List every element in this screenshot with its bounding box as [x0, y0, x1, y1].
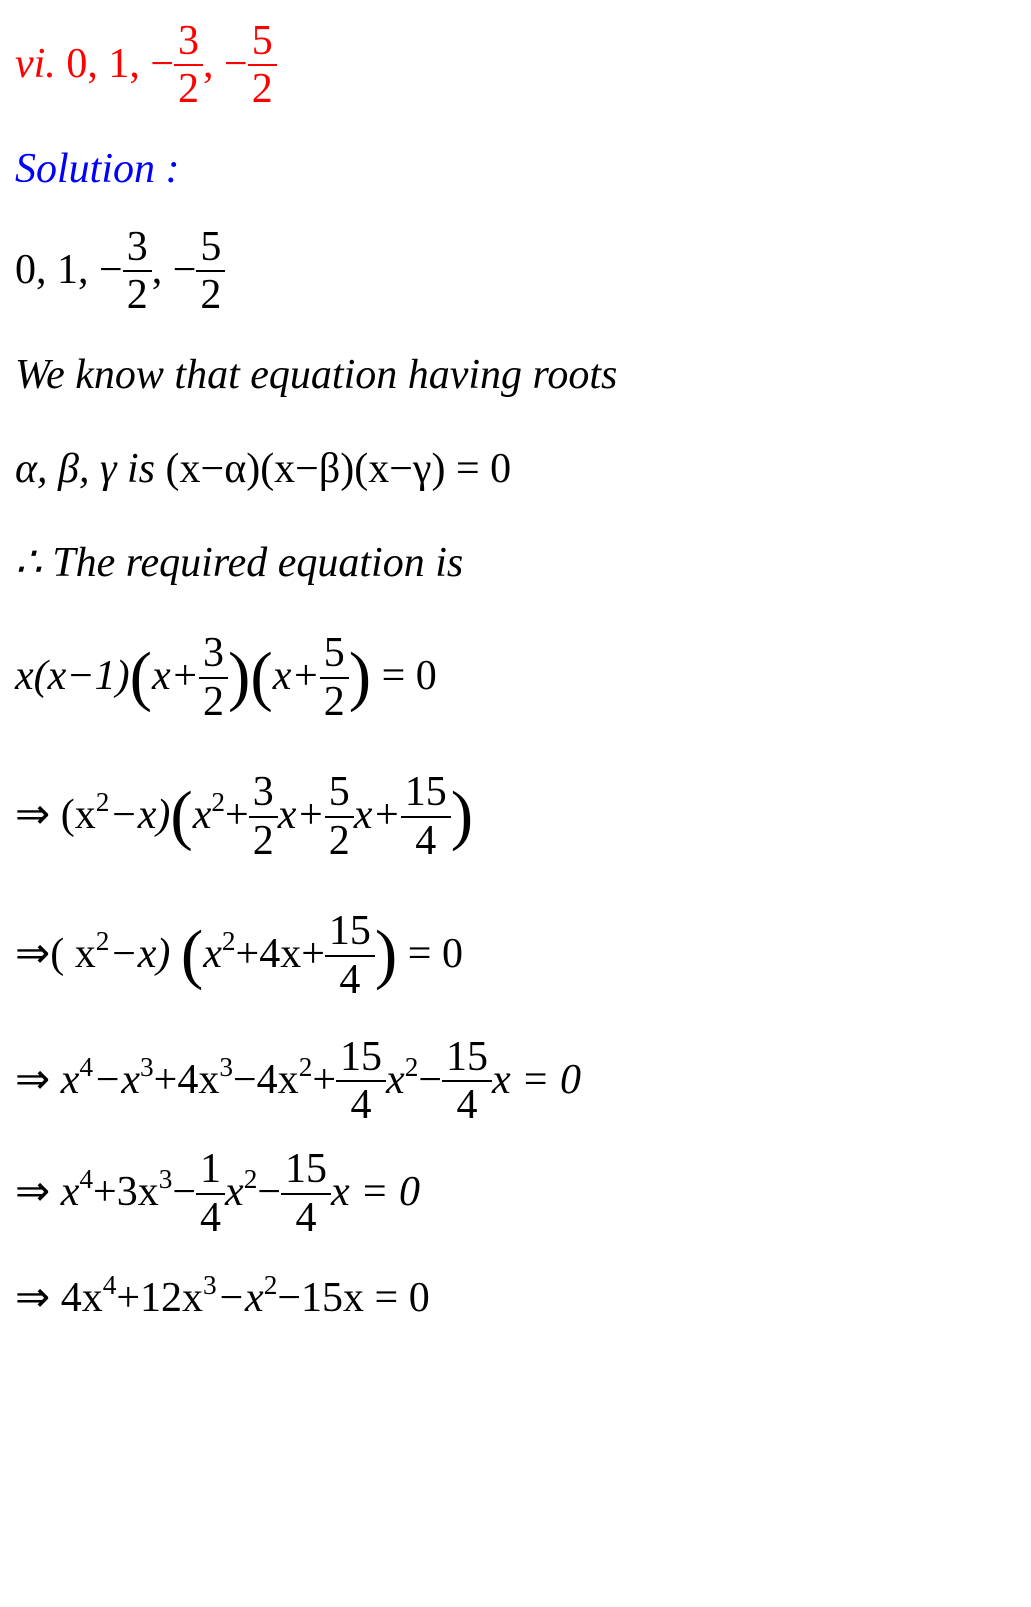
heading-vals: 0, 1, − [66, 41, 174, 87]
paren-close: ) [228, 638, 250, 713]
comma: , − [203, 41, 248, 87]
fraction: 32 [249, 769, 278, 863]
paren-open: ( [250, 638, 272, 713]
equation-step-2: ⇒ (x2−x)(x2+32x+52x+154) [15, 758, 1016, 879]
equation-step-1: x(x−1)(x+32)(x+52) = 0 [15, 619, 1016, 740]
fraction: 52 [325, 769, 354, 863]
explain-text-1: We know that equation having roots [15, 338, 1016, 414]
equation-step-3: ⇒( x2−x) (x2+4x+154) = 0 [15, 897, 1016, 1018]
therefore-text: ∴ The required equation is [15, 526, 1016, 602]
fraction: 154 [442, 1034, 492, 1128]
fraction: 14 [196, 1146, 225, 1240]
fraction: 52 [248, 18, 277, 112]
fraction: 32 [174, 18, 203, 112]
roots-list: 0, 1, −32, −52 [15, 226, 1016, 320]
paren-close: ) [451, 777, 473, 852]
fraction: 154 [325, 908, 375, 1002]
fraction: 52 [196, 224, 225, 318]
fraction: 154 [401, 769, 451, 863]
paren-open: ( [130, 638, 152, 713]
fraction: 32 [123, 224, 152, 318]
problem-heading: vi. 0, 1, −32, −52 [15, 20, 1016, 114]
paren-open: ( [181, 916, 203, 991]
fraction: 52 [320, 630, 349, 724]
paren-close: ) [349, 638, 371, 713]
equation-final: ⇒ 4x4+12x3−x2−15x = 0 [15, 1261, 1016, 1337]
fraction: 154 [281, 1146, 331, 1240]
solution-label: Solution : [15, 132, 1016, 208]
equation-step-5: ⇒ x4+3x3−14x2−154x = 0 [15, 1148, 1016, 1242]
explain-text-2: α, β, γ is (x−α)(x−β)(x−γ) = 0 [15, 432, 1016, 508]
fraction: 32 [199, 630, 228, 724]
paren-open: ( [170, 777, 192, 852]
fraction: 154 [336, 1034, 386, 1128]
paren-close: ) [375, 916, 397, 991]
equation-step-4: ⇒ x4−x3+4x3−4x2+154x2−154x = 0 [15, 1036, 1016, 1130]
heading-prefix: vi. [15, 41, 66, 87]
